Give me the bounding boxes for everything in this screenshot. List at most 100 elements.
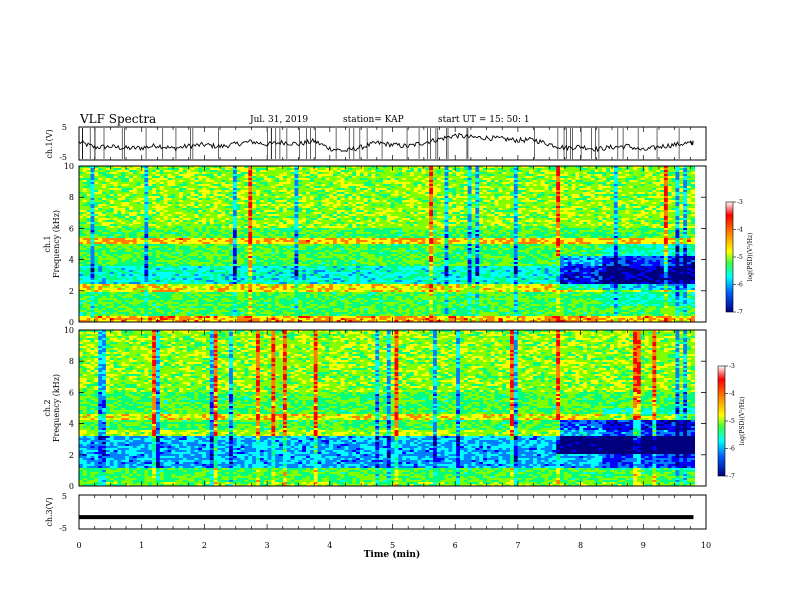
spectrogram-cell [98,290,102,292]
spectrogram-cell [91,234,95,236]
spectrogram-cell [148,190,152,192]
spectrogram-cell [117,200,121,202]
spectrogram-cell [133,230,137,232]
spectrogram-cell [110,316,114,318]
spectrogram-cell [79,240,83,242]
spectrogram-cell [117,312,121,314]
spectrogram-cell [110,264,114,266]
spectrogram-cell [148,252,152,254]
spectrogram-cell [83,218,87,220]
spectrogram-cell [133,278,137,280]
spectrogram-cell [91,192,95,194]
spectrogram-cell [125,186,129,188]
spectrogram-cell [79,284,83,286]
spectrogram-cell [117,258,121,260]
spectrogram-cell [79,234,83,236]
spectrogram-cell [156,260,160,262]
spectrogram-cell [83,174,87,176]
spectrogram-cell [91,216,95,218]
spectrogram-cell [79,206,83,208]
spectrogram-cell [133,308,137,310]
spectrogram-cell [152,190,156,192]
spectrogram-cell [133,218,137,220]
spectrogram-cell [152,234,156,236]
spectrogram-cell [110,240,114,242]
spectrogram-cell [83,256,87,258]
spectrogram-cell [87,174,91,176]
spectrogram-cell [79,186,83,188]
spectrogram-cell [129,200,133,202]
spectrogram-cell [156,296,160,298]
spectrogram-cell [129,248,133,250]
spectrogram-cell [114,220,118,222]
spectrogram-cell [94,254,98,256]
spectrogram-cell [137,296,141,298]
spectrogram-cell [102,294,106,296]
spectrogram-cell [156,278,160,280]
spectrogram-cell [98,204,102,206]
spectrogram-cell [110,170,114,172]
spectrogram-cell [144,200,148,202]
spectrogram-cell [83,204,87,206]
spectrogram-cell [79,194,83,196]
spectrogram-cell [102,174,106,176]
spectrogram-cell [121,240,125,242]
spectrogram-cell [94,172,98,174]
spectrogram-cell [144,316,148,318]
spectrogram-cell [144,244,148,246]
spectrogram-cell [141,242,145,244]
spectrogram-cell [114,250,118,252]
spectrogram-cell [114,226,118,228]
spectrogram-cell [152,306,156,308]
spectrogram-cell [141,262,145,264]
spectrogram-cell [94,232,98,234]
spectrogram-cell [133,254,137,256]
spectrogram-cell [152,290,156,292]
spectrogram-cell [79,188,83,190]
spectrogram-cell [79,262,83,264]
spectrogram-cell [160,312,164,314]
spectrogram-cell [102,212,106,214]
spectrogram-cell [110,298,114,300]
spectrogram-cell [148,168,152,170]
spectrogram-cell [129,300,133,302]
spectrogram-cell [110,244,114,246]
spectrogram-cell [141,282,145,284]
spectrogram-cell [156,274,160,276]
spectrogram-cell [87,168,91,170]
spectrogram-cell [137,246,141,248]
spectrogram-cell [160,264,164,266]
spectrogram-cell [137,298,141,300]
header-station: station= KAP [343,115,404,125]
spectrogram-cell [91,194,95,196]
spectrogram-cell [125,206,129,208]
spectrogram-cell [98,218,102,220]
spectrogram-cell [117,230,121,232]
spectrogram-cell [106,174,110,176]
spectrogram-cell [160,222,164,224]
spectrogram-cell [156,190,160,192]
spectrogram-cell [94,256,98,258]
spectrogram-cell [152,284,156,286]
spectrogram-cell [98,242,102,244]
spectrogram-cell [91,246,95,248]
spectrogram-cell [91,236,95,238]
spectrogram-cell [156,184,160,186]
spectrogram-cell [106,272,110,274]
spectrogram-cell [94,272,98,274]
spectrogram-cell [94,186,98,188]
spectrogram-cell [94,202,98,204]
spectrogram-cell [110,236,114,238]
spectrogram-cell [156,178,160,180]
spectrogram-cell [160,286,164,288]
spectrogram-cell [160,220,164,222]
spectrogram-cell [83,222,87,224]
spectrogram-cell [83,306,87,308]
spectrogram-cell [125,262,129,264]
spectrogram-cell [110,242,114,244]
spectrogram-cell [137,276,141,278]
spectrogram-cell [114,274,118,276]
spectrogram-cell [98,196,102,198]
spectrogram-cell [156,170,160,172]
spectrogram-cell [129,250,133,252]
